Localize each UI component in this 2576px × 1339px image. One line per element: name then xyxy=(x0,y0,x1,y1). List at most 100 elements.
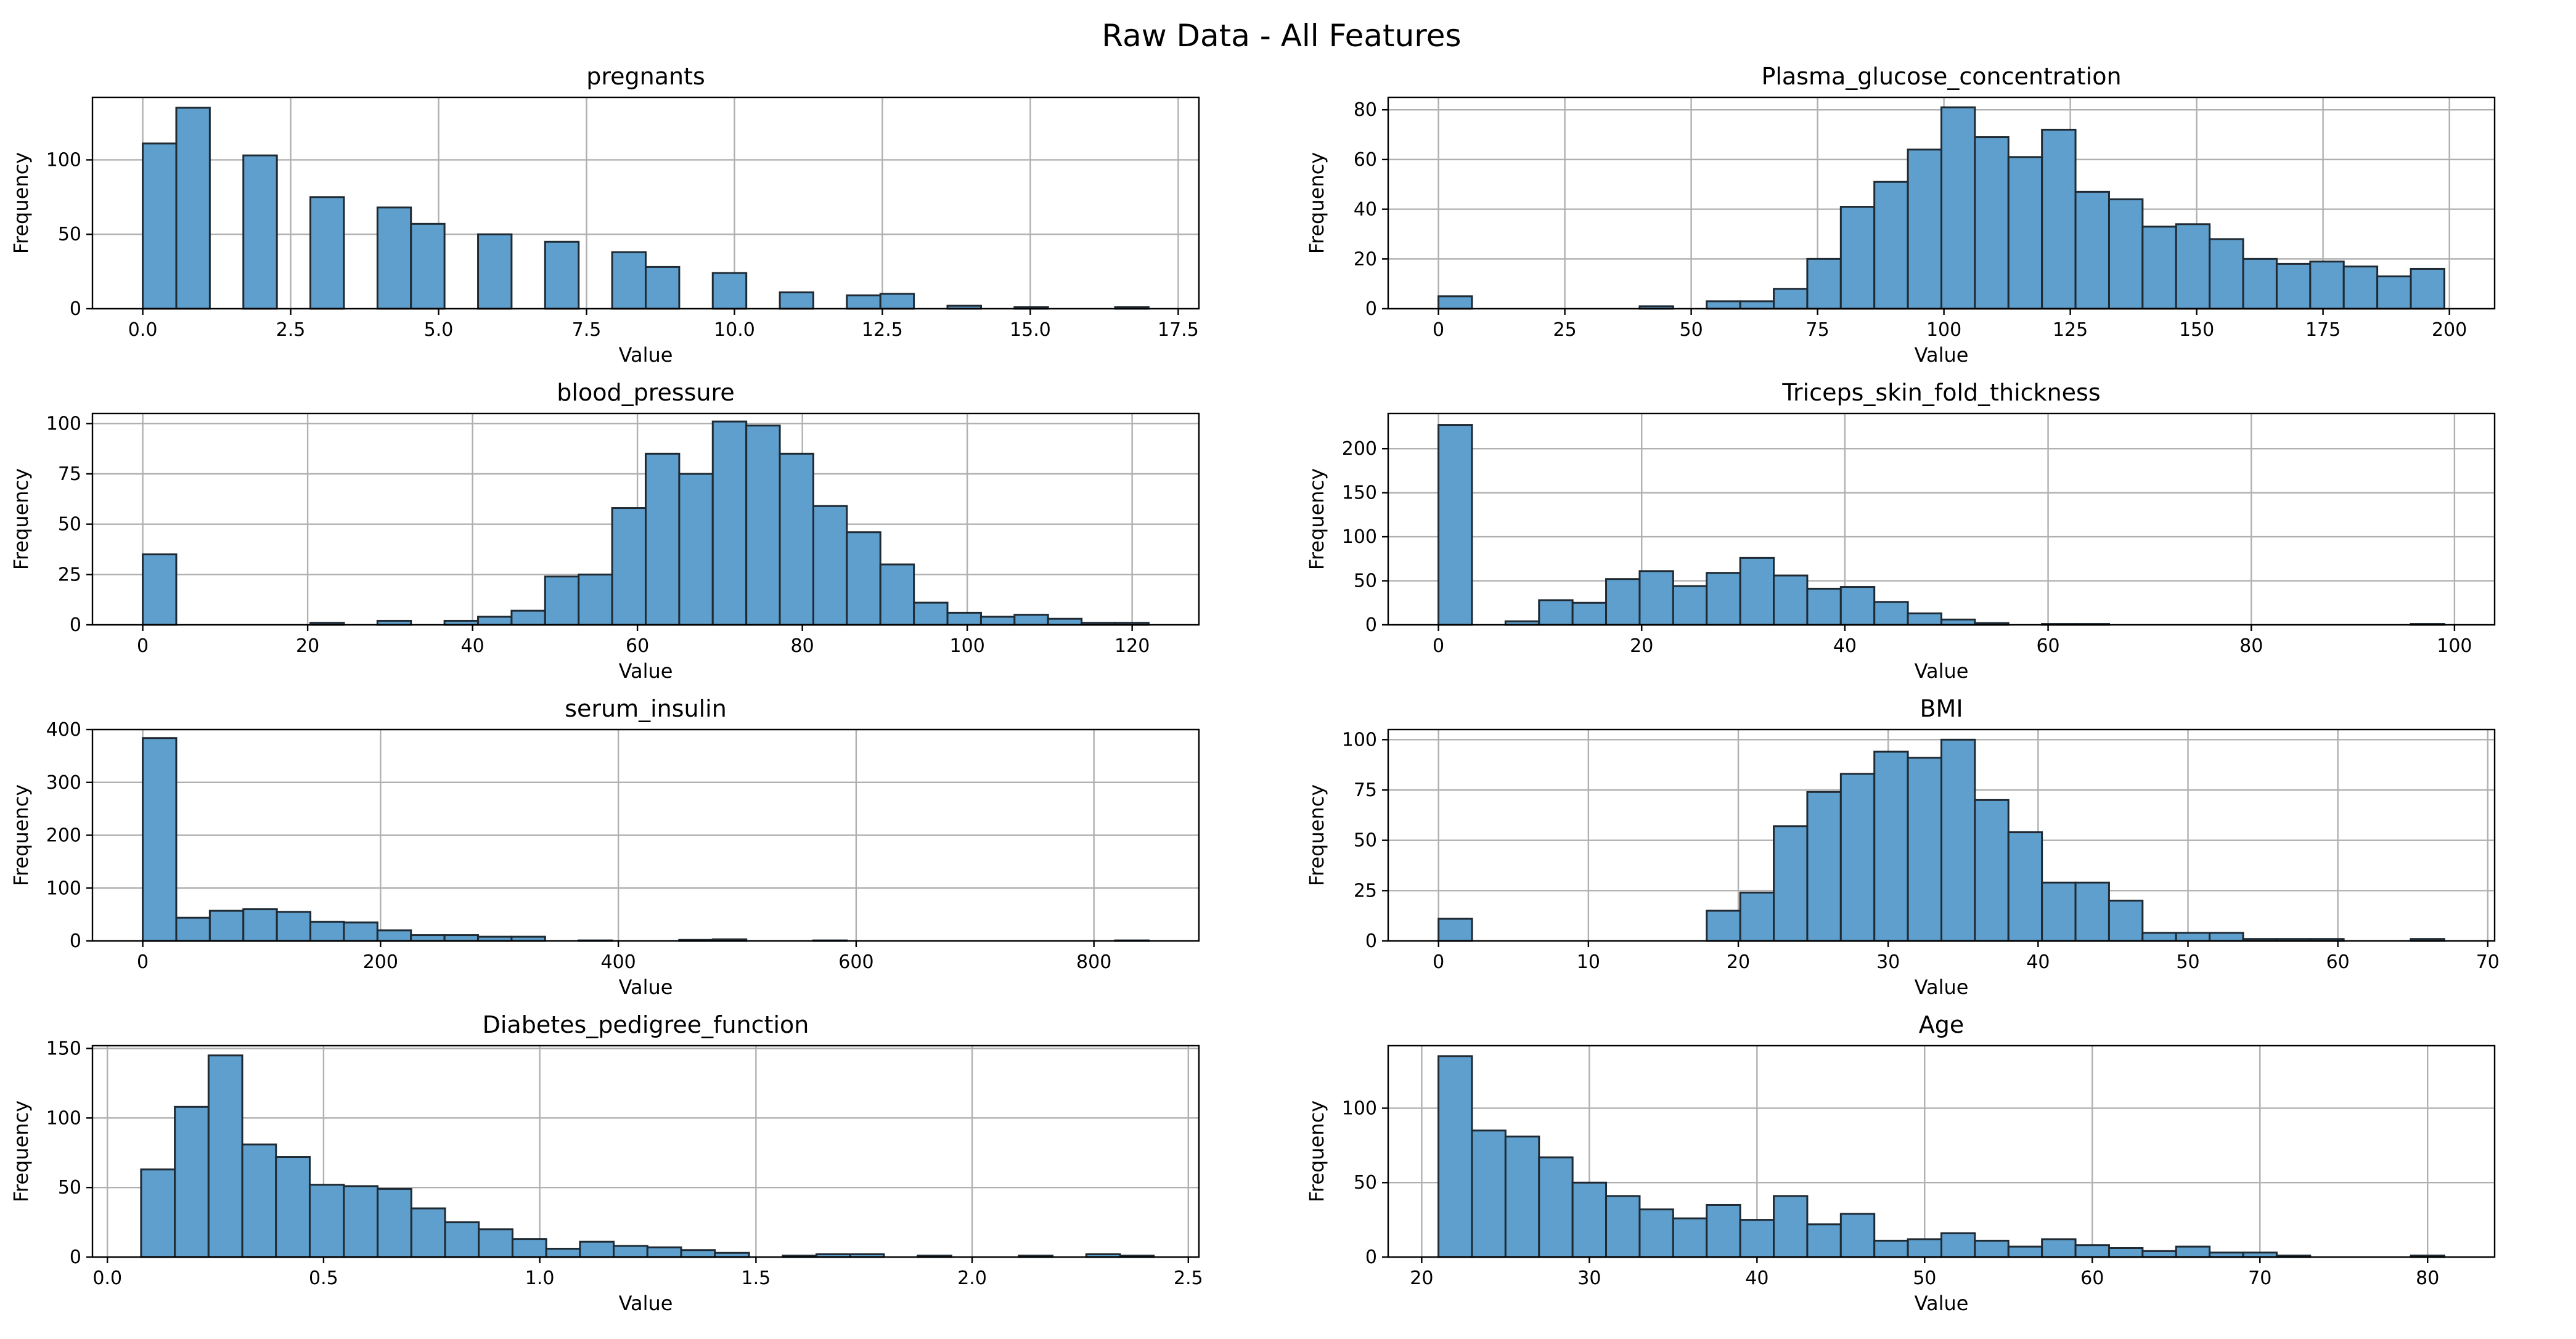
histogram-bar xyxy=(142,553,178,626)
axes-frame xyxy=(1387,728,2496,942)
histogram-bar xyxy=(2074,190,2110,310)
y-tick-label: 150 xyxy=(46,1038,81,1060)
histogram-bar xyxy=(578,573,613,626)
x-tick-label: 30 xyxy=(1577,1268,1601,1289)
histogram-bar xyxy=(544,240,580,310)
histogram-bar xyxy=(579,1240,615,1258)
histogram-bar xyxy=(613,1245,648,1258)
x-tick-label: 2.5 xyxy=(1174,1268,1203,1289)
x-axis-label: Value xyxy=(1915,659,1969,683)
histogram-bar xyxy=(1873,601,1909,626)
x-axis-label: Value xyxy=(1915,343,1969,367)
histogram-bar xyxy=(1873,751,1909,942)
histogram-bar xyxy=(1839,1213,1876,1258)
axes-frame xyxy=(1387,412,2496,626)
histogram-bar xyxy=(343,921,378,942)
y-tick-label: 50 xyxy=(1354,571,1377,592)
subplots: 0.0 2.5 5.0 7.5 10.0 12.5 15.0 17.5050100pregna… xyxy=(9,63,2500,1315)
histogram-bar xyxy=(1437,424,1473,626)
figure-title: Raw Data - All Features xyxy=(1102,18,1461,54)
x-tick-label: 40 xyxy=(1745,1268,1768,1289)
histogram-bar xyxy=(1974,136,2010,310)
histogram-bar xyxy=(478,1228,513,1258)
histogram-bar xyxy=(2074,1244,2110,1258)
x-tick-label: 150 xyxy=(2179,319,2214,341)
y-axis-label: Frequency xyxy=(1305,468,1328,570)
x-tick-label: 5.0 xyxy=(424,319,454,341)
histogram-bar xyxy=(309,921,345,942)
x-axis-label: Value xyxy=(1915,975,1969,999)
histogram-bar xyxy=(2141,1250,2177,1258)
y-tick-label: 50 xyxy=(58,1177,81,1199)
histogram-bar xyxy=(1739,300,1775,310)
histogram-bar xyxy=(1638,1208,1674,1258)
histogram-bar xyxy=(1471,1129,1507,1258)
y-tick-label: 300 xyxy=(46,772,81,794)
x-axis-label: Value xyxy=(1915,1292,1969,1315)
y-axis-label: Frequency xyxy=(9,468,33,570)
subplot-1: 0.0 2.5 5.0 7.5 10.0 12.5 15.0 17.5 0 50 100 pregna… xyxy=(9,63,1200,367)
histogram-bar xyxy=(544,576,580,626)
y-tick-label: 400 xyxy=(46,719,81,741)
histogram-bar xyxy=(846,531,881,626)
y-tick-label: 50 xyxy=(1354,830,1377,852)
x-tick-label: 600 xyxy=(838,951,873,973)
axes-frame xyxy=(91,412,1200,626)
y-tick-label: 0 xyxy=(1365,298,1377,320)
histogram-bar xyxy=(1672,1217,1708,1258)
histogram-bar xyxy=(2041,1238,2077,1258)
histogram-bar xyxy=(2041,128,2077,310)
histogram-bar xyxy=(879,563,915,626)
histogram-bar xyxy=(1706,910,1741,942)
histogram-bar xyxy=(2108,900,2144,942)
histogram-bar xyxy=(2074,881,2110,942)
histogram-bar xyxy=(611,251,647,310)
histogram-bar xyxy=(174,1105,210,1258)
histogram-bar xyxy=(343,1185,379,1258)
x-axis-label: Value xyxy=(619,1292,673,1315)
histogram-bar xyxy=(1806,1223,1842,1258)
histogram-bar xyxy=(2175,932,2211,942)
histogram-bar xyxy=(2342,265,2379,310)
subplot-5: 0 200 400 600 800 0 100 200 300 400 serum_insulin V… xyxy=(9,695,1200,999)
histogram-bar xyxy=(711,420,748,626)
y-tick-label: 50 xyxy=(58,224,81,245)
histogram-bar xyxy=(1706,572,1741,626)
histogram-bar xyxy=(1907,612,1943,626)
subplot-title: blood_pressure xyxy=(557,379,734,406)
y-axis-label: Frequency xyxy=(9,784,33,886)
y-tick-label: 0 xyxy=(1365,614,1377,636)
y-tick-label: 25 xyxy=(1354,880,1377,901)
histogram-bar xyxy=(208,910,245,942)
histogram-bar xyxy=(376,929,412,942)
x-tick-label: 60 xyxy=(626,635,649,657)
histogram-bar xyxy=(1504,1135,1540,1258)
x-tick-label: 800 xyxy=(1076,951,1111,973)
histogram-bar xyxy=(611,507,647,626)
histogram-bar xyxy=(1907,149,1943,310)
histogram-bar xyxy=(376,206,412,310)
histogram-bar xyxy=(2209,238,2244,310)
histogram-bar xyxy=(745,425,781,626)
subplot-2: 0 25 50 75 100 125 150 175 200 0 20 40 60 80 Plasma_gl… xyxy=(1305,63,2496,367)
x-tick-label: 100 xyxy=(2437,635,2472,657)
histogram-bar xyxy=(2209,932,2244,942)
histogram-bar xyxy=(275,1156,311,1258)
x-tick-label: 0.5 xyxy=(309,1268,338,1289)
histogram-bar xyxy=(308,1184,345,1258)
histogram-bar xyxy=(1047,617,1083,626)
histogram-bar xyxy=(1437,1055,1473,1258)
histogram-bar xyxy=(377,1187,412,1258)
x-tick-label: 0 xyxy=(1433,951,1444,973)
x-tick-label: 20 xyxy=(296,635,319,657)
x-tick-label: 20 xyxy=(1410,1268,1433,1289)
histogram-bar xyxy=(1940,618,1976,626)
histogram-bar xyxy=(1839,773,1876,942)
y-tick-label: 100 xyxy=(46,413,81,434)
x-tick-label: 15.0 xyxy=(1010,319,1051,341)
y-tick-label: 200 xyxy=(46,825,81,847)
histogram-bar xyxy=(142,142,178,310)
x-axis-label: Value xyxy=(619,659,673,683)
y-tick-label: 200 xyxy=(1342,438,1377,460)
histogram-bar xyxy=(545,1247,581,1258)
